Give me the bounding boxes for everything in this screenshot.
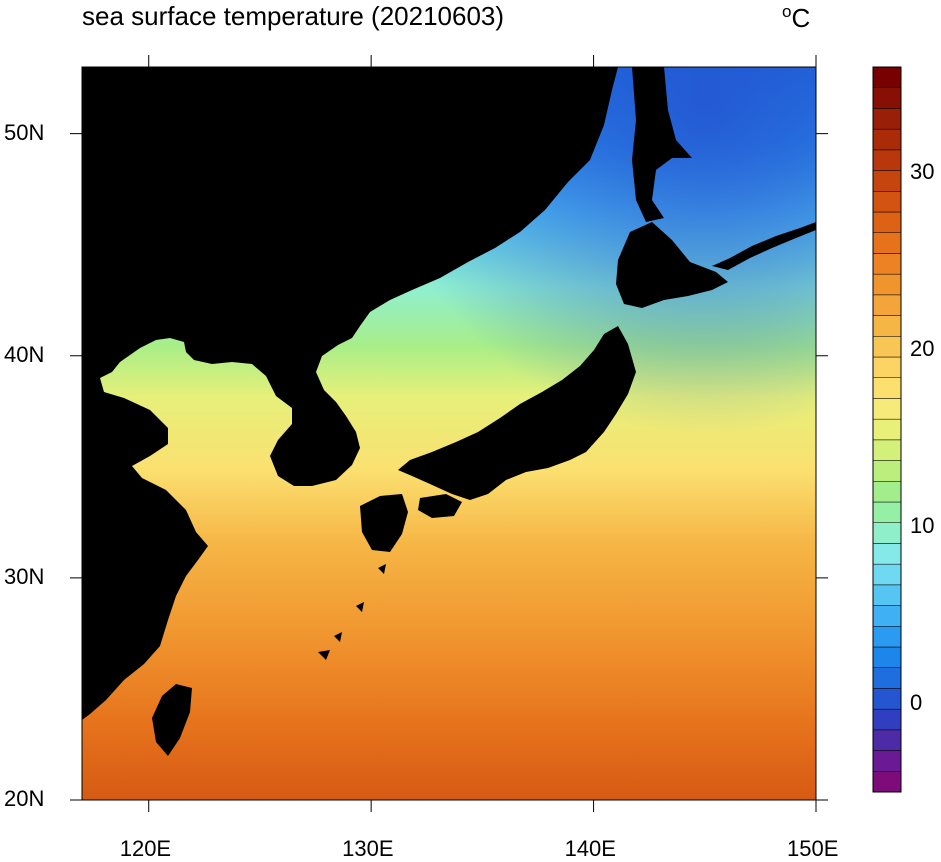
- land-taiwan: [152, 684, 192, 756]
- land-kyushu: [360, 494, 408, 552]
- colorbar-tick-label: 0: [910, 689, 923, 715]
- colorbar-segment: [872, 398, 902, 420]
- colorbar-segment: [872, 667, 902, 689]
- colorbar-frame: [872, 66, 902, 793]
- colorbar-tick-label: 30: [910, 159, 935, 185]
- unit-label: oC: [782, 2, 810, 34]
- land-shikoku: [418, 494, 462, 518]
- colorbar-segment: [872, 336, 902, 358]
- degree-symbol: o: [782, 2, 792, 21]
- colorbar-segment: [872, 771, 902, 793]
- colorbar-segment: [872, 626, 902, 648]
- colorbar-segment: [872, 460, 902, 482]
- colorbar-segment: [872, 729, 902, 751]
- map-frame: [81, 66, 817, 801]
- colorbar-segment: [872, 501, 902, 523]
- lat-tick-label: 20N: [4, 786, 45, 811]
- lat-tick-label: 30N: [4, 563, 45, 589]
- land-ryukyu: [318, 564, 386, 660]
- colorbar-segment: [872, 315, 902, 337]
- lon-tick-label: 140E: [564, 836, 616, 861]
- colorbar-segment: [872, 750, 902, 772]
- land-hokkaido: [616, 222, 728, 308]
- colorbar-segment: [872, 253, 902, 275]
- colorbar-segment: [872, 66, 902, 88]
- lat-tick-label: 40N: [4, 341, 45, 367]
- colorbar-segment: [872, 211, 902, 233]
- colorbar-segment: [872, 273, 902, 296]
- map-ticks: [70, 55, 828, 812]
- colorbar: [872, 66, 902, 793]
- unit-letter: C: [791, 3, 811, 33]
- colorbar-tick-label: 10: [910, 512, 935, 538]
- colorbar-segment: [872, 563, 902, 586]
- map-title: sea surface temperature (20210603): [82, 1, 505, 31]
- colorbar-segment: [872, 356, 902, 378]
- colorbar-segment: [872, 149, 902, 171]
- sst-map: [82, 67, 816, 800]
- colorbar-segment: [872, 605, 902, 627]
- land-honshu: [398, 326, 636, 500]
- colorbar-segment: [872, 708, 902, 731]
- colorbar-segment: [872, 87, 902, 109]
- colorbar-tick-label: 20: [910, 335, 935, 361]
- colorbar-segment: [872, 294, 902, 316]
- lat-tick-label: 50N: [4, 119, 45, 145]
- colorbar-segment: [872, 584, 902, 606]
- colorbar-segment: [872, 522, 902, 544]
- colorbar-segment: [872, 543, 902, 565]
- colorbar-segment: [872, 170, 902, 192]
- land-kurils: [712, 222, 816, 270]
- lon-tick-label: 120E: [119, 836, 172, 861]
- colorbar-segment: [872, 688, 902, 710]
- colorbar-segment: [872, 646, 902, 668]
- land-sakhalin: [632, 67, 692, 222]
- colorbar-segment: [872, 128, 902, 151]
- colorbar-segment: [872, 232, 902, 254]
- lon-tick-label: 130E: [342, 836, 394, 861]
- lon-tick-label: 150E: [787, 836, 839, 861]
- colorbar-segment: [872, 418, 902, 441]
- land-mainland-asia: [82, 67, 618, 720]
- colorbar-segment: [872, 191, 902, 213]
- colorbar-segment: [872, 377, 902, 399]
- colorbar-segment: [872, 481, 902, 503]
- colorbar-segment: [872, 108, 902, 130]
- colorbar-segment: [872, 439, 902, 461]
